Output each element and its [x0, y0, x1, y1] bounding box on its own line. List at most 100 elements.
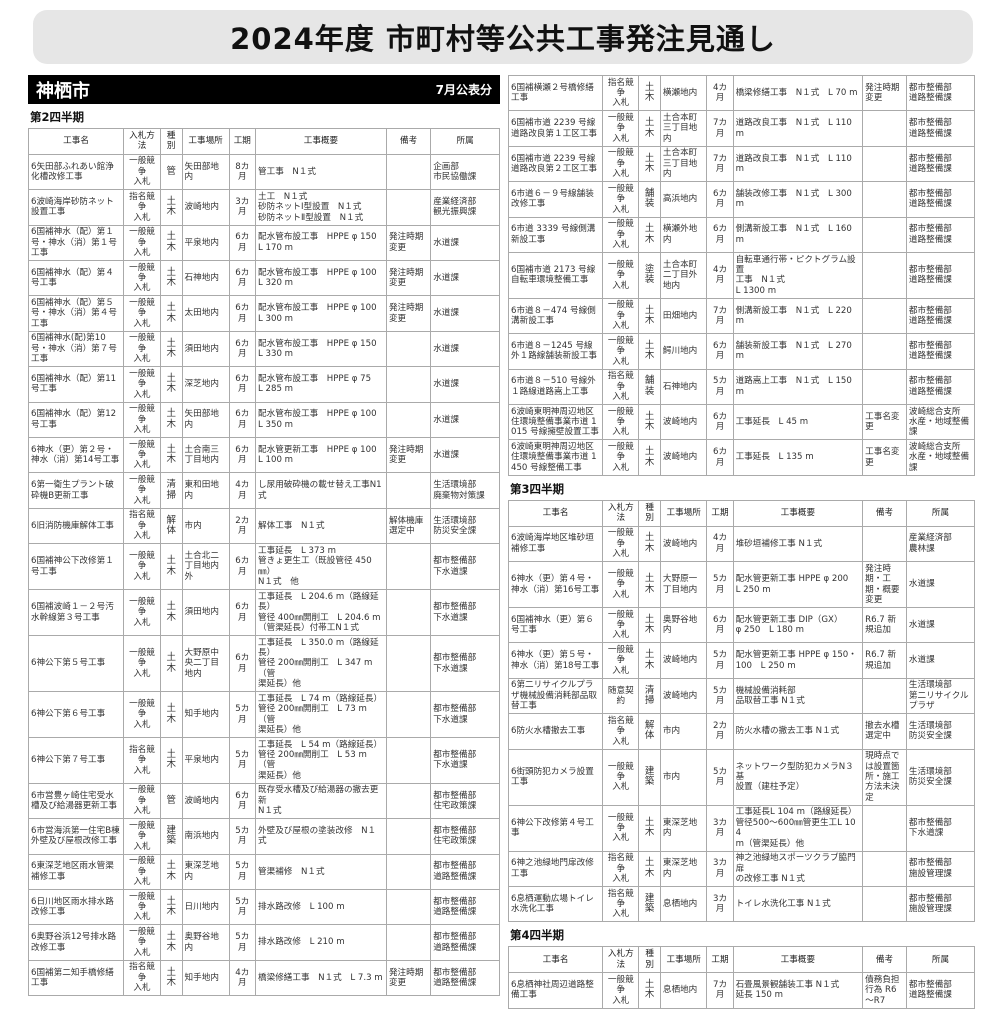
- cell-duration: 4カ月: [228, 472, 257, 509]
- cell-summary: 工事延長 L 373 m 管きょ更生工（既設管径 450㎜） N１式 他: [255, 543, 387, 591]
- cell-name: 6市道８－1245 号線外１路線舗装新設工事: [507, 333, 604, 370]
- cell-category: 土木: [159, 189, 183, 226]
- cell-category: 土木: [159, 437, 183, 474]
- cell-department: 水道課: [905, 561, 976, 608]
- table-row: 6日川地区雨水排水路改修工事 一般競争 入札 土木 日川地内 5カ月 排水路改修 L 10…: [27, 888, 500, 926]
- table-row: 6東深芝地区雨水管渠補修工事 一般競争 入札 土木 東深芝地内 5カ月 管渠補修 N１式 都…: [27, 853, 500, 890]
- cell-bid-method: 一般競争 入札: [602, 333, 640, 370]
- cell-name: 6神公下改修第４号工事: [507, 804, 604, 852]
- cell-bid-method: 一般競争 入札: [602, 748, 640, 806]
- cell-name: 6防火水槽撤去工事: [507, 713, 604, 750]
- cell-summary: 排水路改修 L 210 m: [255, 924, 387, 961]
- table-row: 6国補市道 2173 号線自転車環境整備工事 一般競争 入札 塗装 土合本町二丁目外地…: [507, 252, 976, 299]
- cell-remarks: [862, 525, 907, 563]
- cell-department: 水道課: [430, 224, 500, 262]
- cell-remarks: [385, 366, 432, 403]
- cell-name: 6国補神水（配）第５号・神水（消）第４号工事: [27, 295, 125, 332]
- cell-category: 土木: [638, 145, 661, 183]
- cell-department: 都市整備部 道路整備課: [905, 74, 976, 112]
- column-header-category: 種別: [638, 499, 661, 527]
- cell-category: 管: [159, 782, 183, 820]
- cell-bid-method: 一般競争 入札: [123, 153, 161, 191]
- table-row: 6神公下第７号工事 指名競争 入札 土木 平泉地内 5カ月 工事延長 L 54 m（路線延…: [27, 736, 500, 784]
- cell-summary: 配水管布設工事 HPPE φ 100 L 350 m: [255, 401, 387, 439]
- cell-department: 産業経済部 農林課: [905, 525, 976, 563]
- cell-summary: 配水管布設工事 HPPE φ 100 L 320 m: [255, 260, 387, 297]
- cell-location: 土合本町二丁目外地内: [659, 252, 708, 299]
- cell-duration: 3カ月: [706, 850, 734, 887]
- cell-bid-method: 一般競争 入札: [123, 401, 161, 439]
- cell-remarks: [862, 885, 907, 923]
- cell-location: 波崎地内: [659, 525, 708, 563]
- header-row: 工事名 入札方法 種別 工事場所 工期 工事概要 備考 所属: [507, 499, 976, 527]
- cell-name: 6波崎東明神周辺地区住環境整備事業市道 1450 号線整備工事: [507, 439, 604, 476]
- cell-bid-method: 一般競争 入札: [602, 181, 640, 218]
- cell-duration: 6カ月: [228, 366, 257, 403]
- cell-name: 6奥野谷浜12号排水路改修工事: [27, 924, 125, 961]
- table-row: 6神公下第５号工事 一般競争 入札 土木 大野原中央二丁目地内 6カ月 工事延長 L 35…: [27, 634, 500, 693]
- cell-department: 都市整備部 下水道課: [430, 634, 500, 693]
- cell-location: 深芝地内: [181, 366, 230, 403]
- published-label: 7月公表分: [435, 83, 492, 97]
- cell-duration: 3カ月: [706, 804, 734, 852]
- cell-department: 企画部 市民協働課: [430, 153, 500, 191]
- cell-department: 波崎総合支所 水産・地域整備課: [905, 439, 976, 476]
- cell-location: 市内: [659, 748, 708, 806]
- table-row: 6波崎海岸地区堆砂垣補修工事 一般競争 入札 土木 波崎地内 4カ月 堆砂垣補修工事 N１…: [507, 525, 976, 563]
- cell-remarks: [862, 368, 907, 406]
- cell-duration: 7カ月: [706, 297, 734, 335]
- cell-duration: 5カ月: [228, 736, 257, 784]
- cell-summary: 工事延長 L 350.0 m（路線延長） 管径 200㎜開削工 L 347 m（…: [255, 634, 387, 693]
- cell-name: 6国補市道 2239 号線道路改良第１工区工事: [507, 110, 604, 147]
- cell-remarks: 発注時期変更: [862, 74, 907, 112]
- cell-category: 土木: [159, 736, 183, 784]
- cell-summary: 機械設備消耗部 品取替工事 N１式: [732, 677, 864, 715]
- column-header-duration: 工期: [228, 128, 257, 155]
- cell-duration: 4カ月: [706, 74, 734, 112]
- cell-category: 土木: [638, 804, 661, 852]
- cell-category: 土木: [638, 74, 661, 112]
- cell-category: 土木: [159, 260, 183, 297]
- cell-bid-method: 指名競争 入札: [602, 74, 640, 112]
- cell-duration: 5カ月: [228, 888, 257, 926]
- cell-department: 都市整備部 施設管理課: [905, 850, 976, 887]
- cell-category: 舗装: [638, 368, 661, 406]
- cell-name: 6波崎海岸地区堆砂垣補修工事: [507, 525, 604, 563]
- cell-category: 管: [159, 153, 183, 191]
- cell-remarks: R6.7 新規追加: [862, 606, 907, 644]
- cell-department: 都市整備部 下水道課: [430, 543, 500, 591]
- cell-summary: 堆砂垣補修工事 N１式: [732, 525, 864, 563]
- cell-bid-method: 一般競争 入札: [123, 818, 161, 855]
- cell-duration: 5カ月: [706, 748, 734, 806]
- cell-remarks: 工事名変更: [862, 439, 907, 476]
- cell-location: 横瀬地内: [659, 74, 708, 112]
- cell-category: 解体: [159, 507, 183, 545]
- cell-bid-method: 一般競争 入札: [602, 972, 640, 1009]
- cell-duration: 5カ月: [706, 368, 734, 406]
- column-header-department: 所属: [430, 128, 500, 155]
- column-header-category: 種別: [159, 128, 183, 155]
- cell-department: 波崎総合支所 水産・地域整備課: [905, 404, 976, 441]
- right-column: 6国補横瀬２号橋修繕工事 指名競争 入札 土木 横瀬地内 4カ月 橋梁修繕工事 N１式 L…: [507, 74, 976, 1009]
- cell-name: 6市道 3339 号線側溝新設工事: [507, 216, 604, 254]
- cell-category: 土木: [159, 543, 183, 591]
- cell-department: 水道課: [430, 437, 500, 474]
- cell-category: 土木: [638, 439, 661, 476]
- cell-summary: 配水管更新工事 HPPE φ 100 L 100 m: [255, 437, 387, 474]
- table-row: 6国補神水(配)第10号・神水（消）第７号工事 一般競争 入札 土木 須田地内 6カ月配…: [27, 330, 500, 368]
- cell-summary: 工事延長 L 204.6 m（路線延長） 管径 400㎜開削工 L 204.6 …: [255, 589, 387, 636]
- cell-bid-method: 一般競争 入札: [123, 853, 161, 890]
- cell-remarks: 工事名変更: [862, 404, 907, 441]
- header-row: 工事名 入札方法 種別 工事場所 工期 工事概要 備考 所属: [27, 128, 500, 155]
- cell-category: 土木: [638, 972, 661, 1009]
- cell-department: 都市整備部 下水道課: [430, 736, 500, 784]
- cell-bid-method: 一般競争 入札: [602, 525, 640, 563]
- cell-department: 都市整備部 道路整備課: [905, 181, 976, 218]
- cell-summary: 自転車通行帯・ピクトグラム設置 工事 N１式 L 1300 m: [732, 252, 864, 299]
- cell-summary: 側溝新設工事 N１式 L 220 m: [732, 297, 864, 335]
- cell-department: 水道課: [430, 366, 500, 403]
- cell-duration: 5カ月: [706, 642, 734, 679]
- table-row: 6国補市道 2239 号線道路改良第２工区工事 一般競争 入札 土木 土合本町三丁目地…: [507, 145, 976, 183]
- cell-name: 6市道８－474 号線側溝新設工事: [507, 297, 604, 335]
- cell-summary: 神之池緑地スポーツクラブ脇門扉 の改修工事 N１式: [732, 850, 864, 887]
